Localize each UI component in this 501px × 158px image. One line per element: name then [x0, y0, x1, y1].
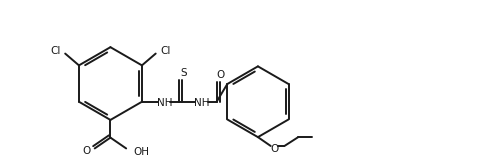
Text: O: O [270, 144, 278, 154]
Text: O: O [216, 70, 224, 80]
Text: OH: OH [133, 147, 149, 157]
Text: Cl: Cl [50, 46, 60, 56]
Text: NH: NH [156, 98, 172, 108]
Text: S: S [179, 68, 186, 78]
Text: O: O [82, 146, 91, 156]
Text: NH: NH [194, 98, 209, 108]
Text: Cl: Cl [160, 46, 171, 56]
